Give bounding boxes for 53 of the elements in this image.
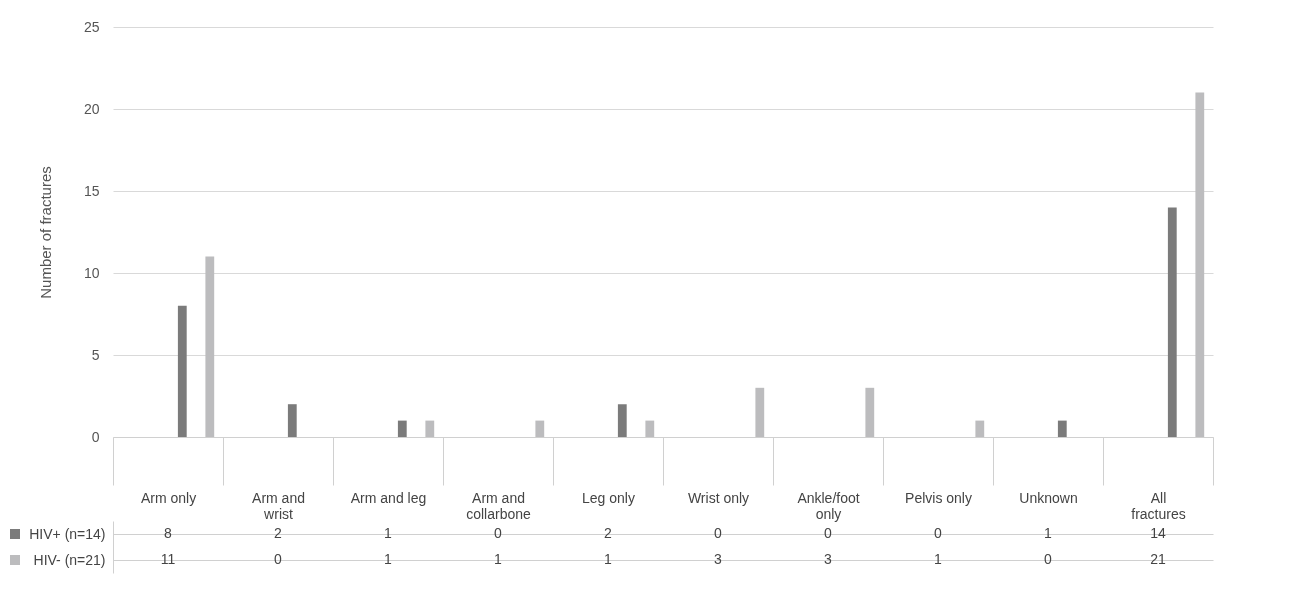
x-tick-label: All fractures <box>1131 489 1186 522</box>
data-label: 1 <box>384 551 393 567</box>
x-tick-label: Wrist only <box>687 489 750 506</box>
data-label: 0 <box>824 525 833 541</box>
data-label: 8 <box>164 525 173 541</box>
data-label: 3 <box>714 551 723 567</box>
y-tick-label: 5 <box>91 346 100 363</box>
legend-label: HIV+ (n=14) <box>29 525 106 542</box>
data-label: 1 <box>494 551 503 567</box>
bar <box>617 404 627 437</box>
data-label: 0 <box>714 525 723 541</box>
data-label: 1 <box>384 525 393 541</box>
data-label: 0 <box>934 525 943 541</box>
data-label: 0 <box>494 525 503 541</box>
y-tick-label: 10 <box>83 264 100 281</box>
data-label: 1 <box>1044 525 1053 541</box>
bar <box>397 420 407 437</box>
bar <box>287 404 297 437</box>
bar <box>177 305 187 437</box>
y-tick-label: 0 <box>91 428 100 445</box>
data-label: 11 <box>160 551 176 567</box>
data-label: 3 <box>824 551 833 567</box>
data-label: 21 <box>1150 551 1166 567</box>
data-label: 1 <box>934 551 943 567</box>
bar <box>535 420 545 437</box>
y-axis-title: Number of fractures <box>36 166 54 299</box>
x-tick-label: Ankle/foot only <box>797 489 860 522</box>
bar <box>205 256 215 437</box>
data-label: 0 <box>274 551 283 567</box>
bar <box>755 387 765 437</box>
bar <box>1167 207 1177 437</box>
bar <box>975 420 985 437</box>
x-tick-label: Unknown <box>1019 489 1078 506</box>
x-tick-label: Arm and wrist <box>252 489 305 522</box>
data-label: 14 <box>1150 525 1166 541</box>
data-label: 2 <box>274 525 283 541</box>
x-tick-label: Pelvis only <box>905 489 972 506</box>
x-tick-label: Arm and leg <box>350 489 427 506</box>
data-label: 2 <box>604 525 613 541</box>
bar <box>865 387 875 437</box>
x-tick-label: Arm and collarbone <box>466 489 532 522</box>
bar <box>1195 92 1205 437</box>
bar <box>1057 420 1067 437</box>
bar <box>645 420 655 437</box>
data-label: 1 <box>604 551 613 567</box>
y-tick-label: 15 <box>83 182 100 199</box>
y-tick-label: 20 <box>83 100 100 117</box>
x-tick-label: Arm only <box>140 489 197 506</box>
legend-label: HIV- (n=21) <box>33 551 106 568</box>
bar <box>425 420 435 437</box>
y-tick-label: 25 <box>83 18 100 35</box>
data-label: 0 <box>1044 551 1053 567</box>
x-tick-label: Leg only <box>582 489 635 506</box>
